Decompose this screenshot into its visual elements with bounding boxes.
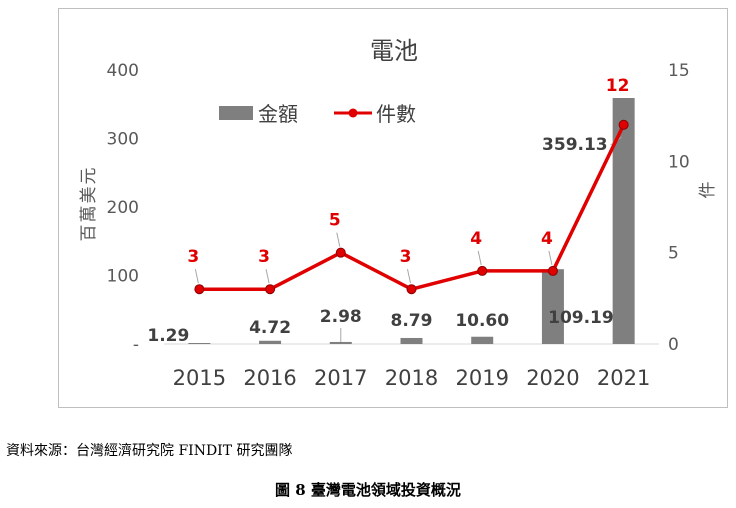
x-tick-label: 2021	[597, 366, 650, 390]
y-left-tick-label: 300	[107, 130, 139, 150]
y-left-tick-label: 100	[107, 267, 139, 287]
leader-line	[336, 232, 341, 247]
count-point-2020	[547, 265, 558, 276]
legend-label-count: 件數	[376, 102, 416, 126]
source-note: 資料來源：台灣經濟研究院 FINDIT 研究團隊	[6, 443, 293, 459]
bar-data-label: 8.79	[391, 311, 433, 331]
x-tick-label: 2015	[173, 366, 226, 390]
legend-marker-count	[348, 108, 358, 118]
count-point-2019	[477, 265, 488, 276]
bar-2018	[400, 337, 423, 344]
bar-2016	[259, 340, 282, 344]
count-point-2018	[406, 284, 417, 295]
count-data-label: 4	[541, 229, 553, 249]
x-tick-label: 2017	[314, 366, 367, 390]
bar-data-label: 10.60	[455, 311, 509, 331]
y-left-axis-title-char: 美	[79, 187, 99, 204]
y-left-tick-label: -	[133, 335, 139, 355]
y-left-tick-label: 200	[107, 198, 139, 218]
leader-line	[194, 269, 199, 284]
chart-frame: 電池金額 件數 - 100 200 300 400 0 5 10 15 百萬美元件 2015 2016 20…	[58, 8, 728, 408]
count-data-label: 3	[258, 247, 270, 267]
y-left-axis-title-char: 百	[79, 225, 99, 242]
y-left-axis-title-char: 元	[79, 168, 99, 185]
leader-line	[548, 250, 553, 266]
y-right-tick-label: 5	[668, 244, 679, 264]
count-point-2021	[618, 119, 629, 130]
bar-data-label: 2.98	[320, 307, 362, 327]
count-data-label: 5	[329, 211, 341, 231]
y-left-axis-title-char: 萬	[79, 206, 99, 223]
y-left-tick-label: 400	[107, 61, 139, 81]
count-point-2017	[335, 247, 346, 258]
x-tick-label: 2018	[385, 366, 438, 390]
y-right-tick-label: 15	[668, 61, 690, 81]
bar-2020	[541, 269, 564, 344]
count-data-label: 4	[470, 229, 482, 249]
y-right-tick-label: 0	[668, 335, 679, 355]
bar-data-label: 4.72	[249, 318, 291, 338]
bar-2021	[612, 97, 635, 345]
count-data-label: 3	[187, 247, 199, 267]
bar-data-label: 359.13	[542, 135, 608, 155]
leader-line	[407, 269, 411, 284]
bar-2015	[188, 343, 211, 344]
legend-label-amount: 金額	[258, 102, 298, 126]
bar-data-label: 109.19	[548, 308, 614, 328]
x-tick-label: 2019	[455, 366, 508, 390]
y-right-tick-label: 10	[668, 152, 690, 172]
bar-2019	[471, 336, 494, 344]
bar-data-label: 1.29	[147, 326, 189, 346]
bar-2017	[329, 341, 352, 344]
x-tick-label: 2016	[243, 366, 296, 390]
chart-title: 電池	[370, 37, 418, 65]
legend-swatch-amount	[219, 106, 253, 120]
y-right-axis-title: 件	[698, 182, 718, 199]
count-point-2015	[194, 284, 205, 295]
leader-line	[265, 269, 270, 284]
count-point-2016	[265, 284, 276, 295]
x-tick-label: 2020	[526, 366, 579, 390]
figure-caption: 圖 8 臺灣電池領域投資概況	[275, 481, 461, 499]
count-data-label: 3	[400, 247, 412, 267]
leader-line	[477, 250, 482, 266]
count-data-label: 12	[606, 76, 630, 96]
